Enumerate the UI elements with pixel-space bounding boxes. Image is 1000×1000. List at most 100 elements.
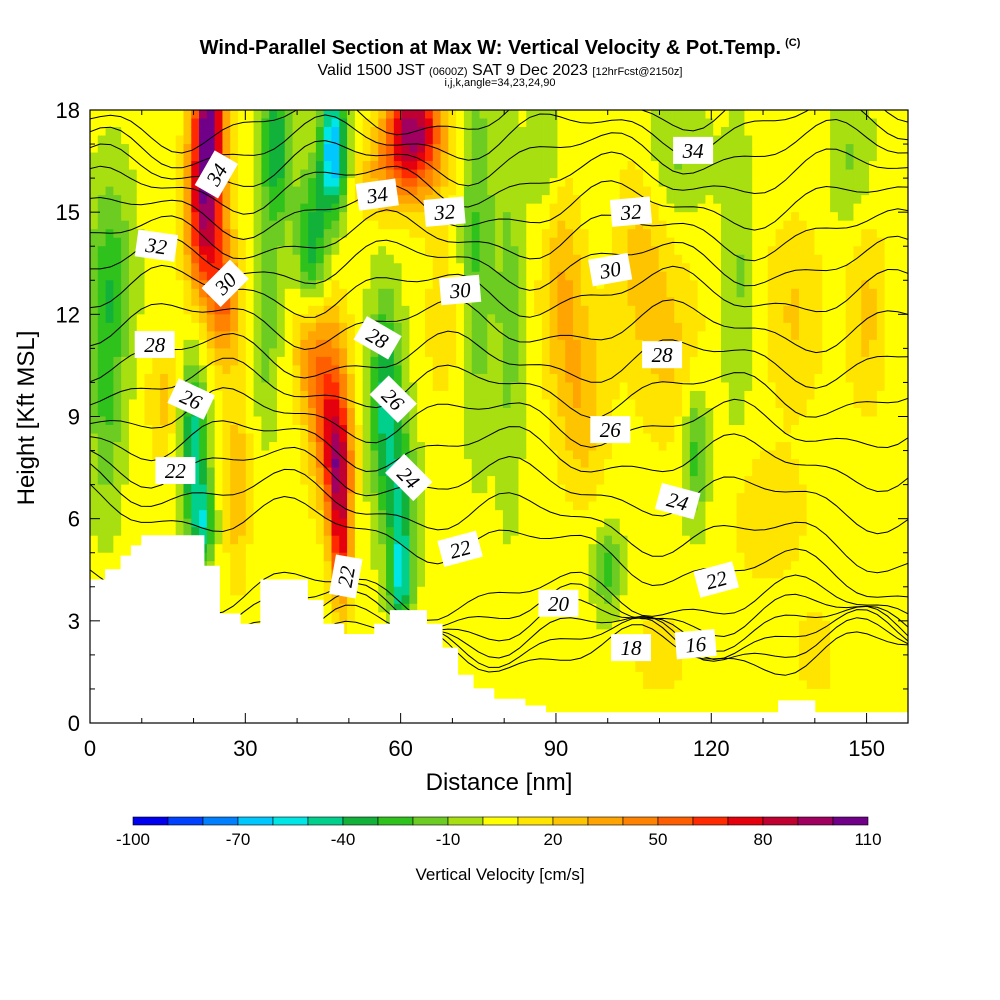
w-field-cell [518, 271, 527, 281]
w-field-cell [121, 203, 130, 213]
w-field-cell [611, 459, 621, 469]
w-field-cell [308, 118, 317, 128]
w-field-cell [121, 425, 130, 435]
w-field-cell [604, 365, 613, 375]
w-field-cell [495, 152, 504, 162]
w-field-cell [206, 365, 216, 375]
w-field-cell [183, 356, 192, 367]
w-field-cell [245, 450, 255, 460]
w-field-cell [105, 305, 114, 315]
w-field-cell [245, 254, 255, 264]
w-field-cell [370, 603, 379, 613]
w-field-cell [588, 578, 597, 588]
w-field-cell [113, 212, 122, 222]
w-field-cell [175, 484, 185, 494]
w-field-cell [588, 603, 597, 613]
w-field-cell [276, 254, 286, 264]
w-field-cell [347, 595, 356, 605]
w-field-cell [432, 467, 442, 477]
w-field-cell [113, 348, 122, 358]
w-field-cell [471, 127, 481, 137]
w-field-cell [448, 407, 457, 418]
w-field-cell [300, 535, 309, 545]
w-field-cell [339, 493, 348, 503]
w-field-cell [362, 586, 372, 596]
w-field-cell [596, 603, 605, 613]
w-field-cell [487, 535, 496, 545]
w-field-cell [541, 535, 551, 545]
w-field-cell [261, 365, 270, 375]
w-field-cell [308, 203, 317, 213]
w-field-cell [113, 518, 122, 528]
w-field-cell [386, 297, 395, 307]
w-field-cell [526, 637, 535, 647]
w-field-cell [557, 697, 566, 707]
w-field-cell [557, 331, 566, 341]
w-field-cell [518, 314, 527, 324]
w-field-cell [518, 220, 527, 230]
w-field-cell [557, 220, 566, 230]
w-field-cell [214, 127, 224, 137]
w-field-cell [113, 501, 122, 511]
w-field-cell [479, 518, 488, 528]
w-field-cell [90, 263, 99, 273]
w-field-cell [90, 135, 99, 145]
w-field-cell [479, 459, 488, 469]
w-field-cell [393, 552, 403, 562]
w-field-cell [417, 246, 426, 256]
w-field-cell [315, 493, 325, 503]
w-field-cell [222, 348, 231, 358]
w-field-cell [175, 416, 185, 426]
w-field-cell [253, 314, 262, 324]
w-field-cell [401, 195, 411, 205]
w-field-cell [580, 254, 590, 264]
w-field-cell [534, 518, 543, 528]
w-field-cell [440, 595, 449, 605]
w-field-cell [113, 127, 122, 137]
w-field-cell [565, 407, 574, 418]
w-field-cell [339, 544, 348, 554]
w-field-cell [113, 544, 122, 554]
w-field-cell [471, 195, 481, 205]
w-field-cell [479, 373, 488, 384]
w-field-cell [448, 484, 457, 494]
w-field-cell [253, 407, 262, 418]
w-field-cell [448, 348, 457, 358]
w-field-cell [417, 569, 426, 579]
w-field-cell [105, 510, 114, 520]
w-field-cell [627, 178, 636, 188]
w-field-cell [315, 254, 325, 264]
w-field-cell [526, 288, 535, 298]
w-field-cell [440, 510, 449, 520]
w-field-cell [611, 578, 621, 588]
w-field-cell [463, 135, 473, 145]
w-field-cell [331, 263, 340, 273]
w-field-cell [160, 365, 169, 375]
w-field-cell [463, 629, 473, 639]
w-field-cell [448, 339, 457, 349]
w-field-cell [199, 288, 208, 298]
w-field-cell [417, 152, 426, 162]
w-field-cell [619, 705, 629, 716]
w-field-cell [238, 569, 247, 579]
w-field-cell [354, 407, 364, 418]
w-field-cell [549, 535, 559, 545]
w-field-cell [440, 339, 449, 349]
w-field-cell [370, 365, 379, 375]
w-field-cell [128, 339, 138, 349]
w-field-cell [144, 186, 153, 196]
w-field-cell [611, 535, 621, 545]
w-field-cell [463, 305, 473, 315]
w-field-cell [253, 399, 262, 409]
w-field-cell [549, 297, 559, 307]
w-field-cell [432, 314, 442, 324]
w-field-cell [323, 339, 333, 349]
w-field-cell [502, 637, 512, 647]
w-field-cell [230, 578, 239, 588]
w-field-cell [308, 467, 317, 477]
w-field-cell [549, 229, 559, 239]
w-field-cell [175, 186, 185, 196]
w-field-cell [261, 297, 270, 307]
w-field-cell [409, 425, 418, 435]
w-field-cell [121, 195, 130, 205]
